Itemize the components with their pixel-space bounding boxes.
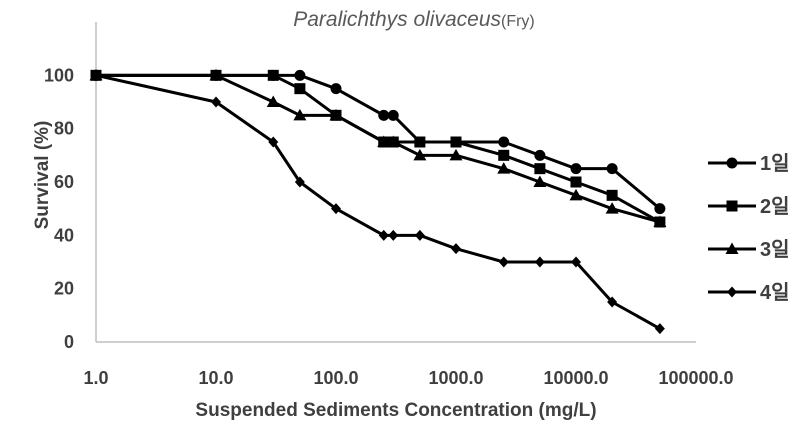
- chart-title-suffix: (Fry): [501, 13, 535, 30]
- data-point: [294, 176, 305, 188]
- y-tick-label: 40: [54, 225, 74, 245]
- data-point: [534, 256, 545, 268]
- data-point: [449, 148, 463, 161]
- chart-title-text: Paralichthys olivaceus: [293, 8, 501, 31]
- x-axis-title: Suspended Sediments Concentration (mg/L): [195, 400, 596, 421]
- data-point: [386, 135, 400, 147]
- legend-label: 4일: [760, 281, 790, 304]
- legend: 1일 2일 3일 4일: [708, 152, 790, 304]
- y-tick-label: 100: [44, 65, 74, 85]
- data-point: [388, 229, 399, 241]
- legend-label: 3일: [760, 238, 790, 261]
- x-tick-label: 10000.0: [543, 368, 608, 388]
- y-tick-label: 0: [64, 332, 74, 352]
- legend-marker: [726, 200, 738, 212]
- data-point: [267, 69, 279, 81]
- legend-item: 1일: [708, 152, 790, 175]
- legend-label: 1일: [760, 152, 790, 175]
- data-point: [498, 149, 510, 161]
- series-line: [95, 73, 661, 330]
- data-point: [654, 203, 666, 215]
- data-point: [294, 69, 306, 81]
- data-point: [450, 136, 462, 148]
- data-point: [414, 136, 426, 148]
- data-point: [268, 136, 279, 148]
- x-tick-label: 100.0: [313, 368, 358, 388]
- data-point: [378, 109, 390, 121]
- data-point: [377, 135, 391, 147]
- y-tick-label: 60: [54, 172, 74, 192]
- y-axis-title: Survival (%): [32, 121, 53, 230]
- data-point: [378, 229, 389, 241]
- data-point: [533, 175, 547, 187]
- legend-item: 3일: [708, 238, 790, 261]
- tick-labels: 1.0 10.0 100.0 1000.0 10000.0 100000.0 0 20 40 60…: [44, 65, 734, 388]
- data-point: [498, 256, 509, 268]
- data-point: [653, 215, 667, 227]
- data-point: [414, 229, 425, 241]
- legend-label: 2일: [760, 195, 790, 218]
- x-tick-label: 1000.0: [428, 368, 483, 388]
- data-point: [294, 83, 306, 95]
- x-tick-label: 1.0: [83, 368, 108, 388]
- data-point: [534, 163, 546, 175]
- data-point: [606, 163, 618, 175]
- data-point: [570, 176, 582, 188]
- data-point: [605, 202, 619, 214]
- data-point: [606, 189, 618, 201]
- data-point: [209, 68, 223, 81]
- data-point: [534, 149, 546, 161]
- x-tick-label: 10.0: [198, 368, 233, 388]
- x-tick-label: 100000.0: [658, 368, 733, 388]
- data-point: [413, 148, 427, 161]
- y-tick-label: 20: [54, 279, 74, 299]
- series-3: [89, 68, 667, 227]
- data-point: [607, 296, 618, 308]
- data-point: [451, 243, 461, 255]
- data-point: [211, 96, 221, 108]
- data-point: [330, 83, 342, 95]
- data-point: [331, 203, 341, 215]
- data-point: [293, 108, 307, 121]
- data-point: [571, 256, 581, 268]
- data-point: [498, 136, 510, 148]
- data-point: [570, 163, 582, 175]
- data-point: [329, 108, 343, 121]
- legend-marker: [727, 286, 737, 298]
- legend-marker: [725, 242, 739, 254]
- legend-marker: [726, 157, 738, 169]
- series-group: [89, 68, 667, 335]
- series-1: [90, 69, 666, 215]
- data-point: [497, 162, 511, 174]
- data-point: [387, 109, 399, 121]
- data-point: [569, 188, 583, 201]
- legend-item: 4일: [708, 281, 790, 304]
- chart-title: Paralichthys olivaceus(Fry): [293, 8, 535, 31]
- series-4: [91, 69, 665, 335]
- data-point: [654, 323, 665, 335]
- y-tick-label: 80: [54, 119, 74, 139]
- data-point: [91, 69, 101, 81]
- legend-item: 2일: [708, 195, 790, 218]
- data-point: [266, 95, 280, 107]
